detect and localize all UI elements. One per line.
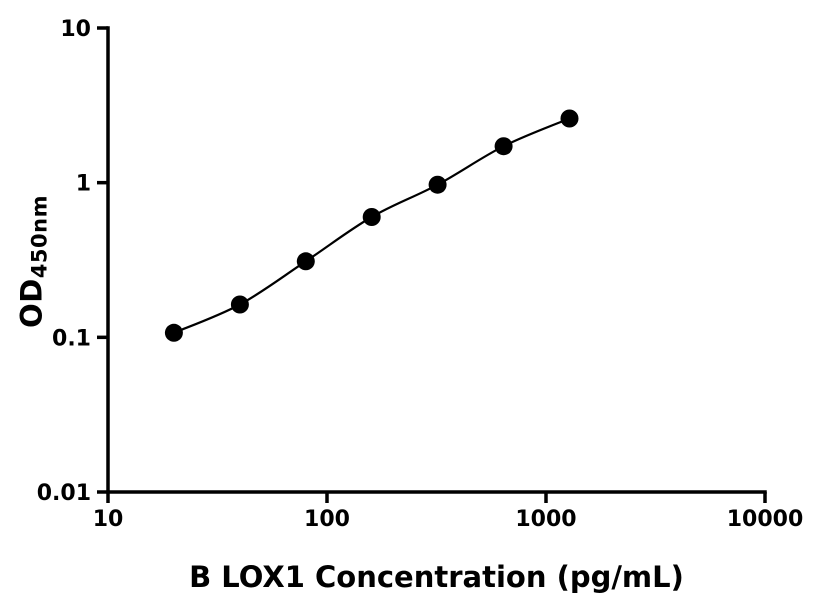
x-tick-label: 1000 xyxy=(515,507,576,532)
x-axis-title: B LOX1 Concentration (pg/mL) xyxy=(189,560,684,594)
y-axis-title-main: OD xyxy=(14,278,49,328)
data-point xyxy=(296,252,315,271)
data-point xyxy=(428,175,447,194)
data-point xyxy=(560,109,579,128)
x-tick-label: 100 xyxy=(304,507,350,532)
data-point xyxy=(164,323,183,342)
y-tick-label: 1 xyxy=(76,172,91,197)
y-tick-label: 0.1 xyxy=(52,326,91,351)
y-axis-title: OD450nm xyxy=(15,157,52,367)
y-tick-label: 0.01 xyxy=(37,481,91,506)
y-axis-title-subscript: 450nm xyxy=(27,195,52,279)
data-point xyxy=(230,295,249,314)
axes-lines xyxy=(106,26,767,494)
data-point xyxy=(494,137,513,156)
x-tick-label: 10 xyxy=(93,507,124,532)
x-tick-label: 10000 xyxy=(727,507,804,532)
data-point xyxy=(362,208,381,226)
y-tick-label: 10 xyxy=(60,17,91,42)
